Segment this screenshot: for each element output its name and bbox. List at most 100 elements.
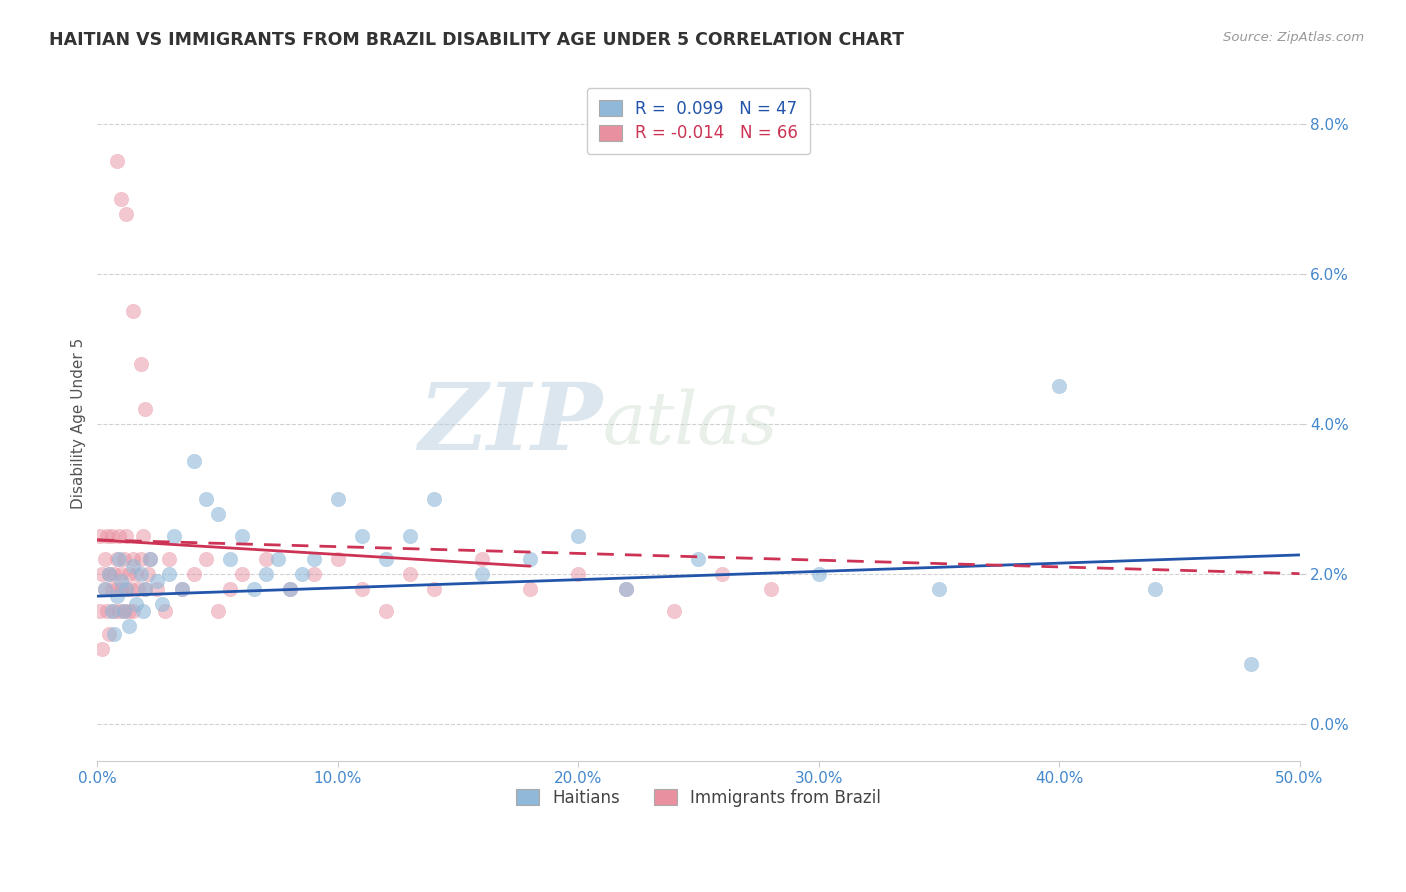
Point — [91, 566, 114, 581]
Point — [150, 597, 173, 611]
Point — [254, 566, 277, 581]
Point — [170, 582, 193, 596]
Point — [207, 604, 229, 618]
Point — [134, 582, 156, 596]
Point — [183, 454, 205, 468]
Point — [170, 582, 193, 596]
Point — [93, 551, 115, 566]
Point — [91, 641, 114, 656]
Point — [194, 551, 217, 566]
Point — [120, 582, 142, 596]
Point — [129, 566, 152, 581]
Point — [218, 551, 240, 566]
Point — [98, 566, 121, 581]
Point — [96, 604, 118, 618]
Point — [664, 604, 686, 618]
Point — [139, 551, 162, 566]
Point — [110, 574, 132, 589]
Text: atlas: atlas — [602, 388, 778, 459]
Point — [122, 604, 145, 618]
Point — [115, 582, 138, 596]
Point — [122, 304, 145, 318]
Point — [278, 582, 301, 596]
Point — [153, 604, 176, 618]
Point — [115, 582, 138, 596]
Point — [146, 582, 169, 596]
Point — [136, 566, 159, 581]
Point — [159, 566, 181, 581]
Point — [399, 566, 422, 581]
Point — [146, 574, 169, 589]
Point — [117, 604, 139, 618]
Point — [117, 619, 139, 633]
Point — [326, 551, 349, 566]
Text: ZIP: ZIP — [418, 379, 602, 468]
Point — [374, 604, 396, 618]
Point — [567, 566, 589, 581]
Point — [108, 551, 131, 566]
Point — [117, 566, 139, 581]
Point — [108, 604, 131, 618]
Point — [291, 566, 314, 581]
Point — [98, 566, 121, 581]
Point — [254, 551, 277, 566]
Point — [103, 604, 125, 618]
Text: Source: ZipAtlas.com: Source: ZipAtlas.com — [1223, 31, 1364, 45]
Point — [134, 401, 156, 416]
Point — [115, 207, 138, 221]
Point — [302, 566, 325, 581]
Point — [159, 551, 181, 566]
Point — [122, 559, 145, 574]
Point — [139, 551, 162, 566]
Point — [129, 551, 152, 566]
Point — [207, 507, 229, 521]
Point — [807, 566, 830, 581]
Point — [96, 529, 118, 543]
Point — [519, 582, 541, 596]
Point — [112, 604, 135, 618]
Legend: Haitians, Immigrants from Brazil: Haitians, Immigrants from Brazil — [509, 782, 887, 814]
Point — [89, 529, 111, 543]
Point — [423, 491, 446, 506]
Point — [115, 529, 138, 543]
Point — [278, 582, 301, 596]
Point — [194, 491, 217, 506]
Point — [231, 529, 253, 543]
Point — [218, 582, 240, 596]
Point — [471, 566, 494, 581]
Point — [423, 582, 446, 596]
Point — [688, 551, 710, 566]
Point — [93, 582, 115, 596]
Point — [129, 357, 152, 371]
Point — [103, 626, 125, 640]
Point — [759, 582, 782, 596]
Point — [93, 582, 115, 596]
Point — [101, 604, 124, 618]
Point — [134, 582, 156, 596]
Point — [471, 551, 494, 566]
Point — [127, 582, 149, 596]
Text: HAITIAN VS IMMIGRANTS FROM BRAZIL DISABILITY AGE UNDER 5 CORRELATION CHART: HAITIAN VS IMMIGRANTS FROM BRAZIL DISABI… — [49, 31, 904, 49]
Point — [101, 582, 124, 596]
Point — [98, 626, 121, 640]
Point — [105, 551, 128, 566]
Point — [105, 582, 128, 596]
Point — [567, 529, 589, 543]
Point — [519, 551, 541, 566]
Point — [711, 566, 734, 581]
Point — [242, 582, 264, 596]
Point — [110, 582, 132, 596]
Point — [614, 582, 637, 596]
Point — [89, 604, 111, 618]
Y-axis label: Disability Age Under 5: Disability Age Under 5 — [72, 338, 86, 509]
Point — [112, 551, 135, 566]
Point — [108, 529, 131, 543]
Point — [302, 551, 325, 566]
Point — [132, 604, 155, 618]
Point — [374, 551, 396, 566]
Point — [125, 597, 148, 611]
Point — [125, 566, 148, 581]
Point — [122, 551, 145, 566]
Point — [614, 582, 637, 596]
Point — [1144, 582, 1167, 596]
